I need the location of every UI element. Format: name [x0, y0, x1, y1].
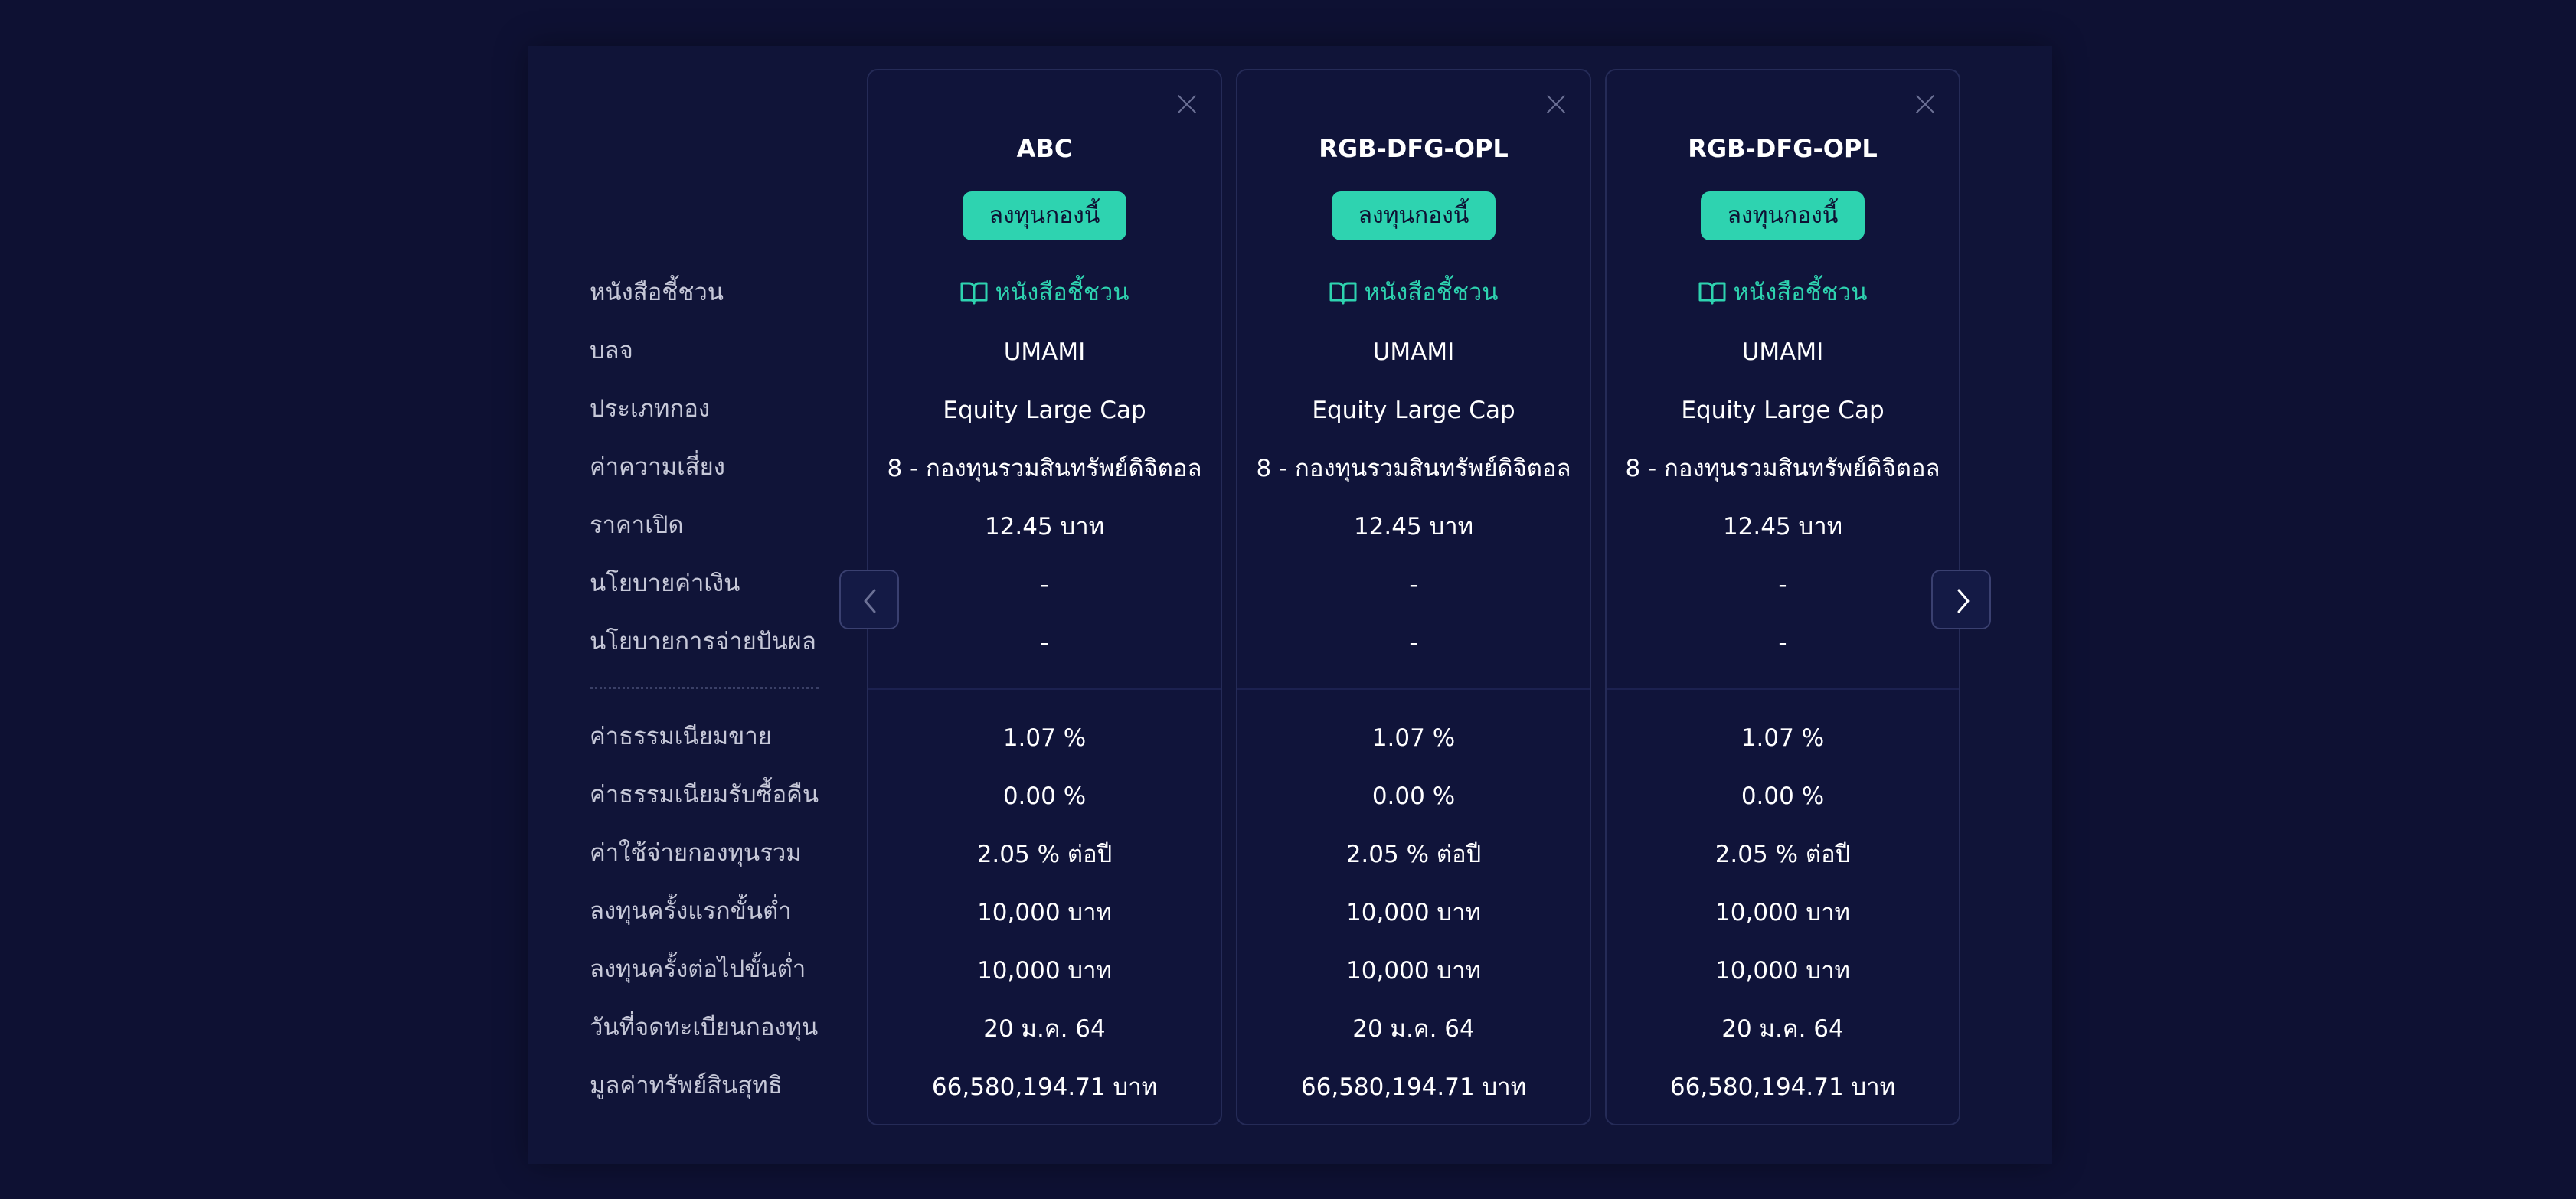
- chevron-right-icon: [1957, 589, 1970, 613]
- fund-column: ABC ลงทุนกองนี้ หนังสือชี้ชวน UMAMI Equi…: [867, 69, 1222, 1125]
- currency-policy-value: -: [1040, 571, 1049, 599]
- label-fund-type: ประเภทกอง: [590, 395, 710, 423]
- label-currency-policy: นโยบายค่าเงิน: [590, 570, 740, 597]
- book-open-icon: [1698, 282, 1725, 305]
- amc-value: UMAMI: [1003, 338, 1086, 366]
- close-icon[interactable]: [1545, 93, 1567, 115]
- fund-name: ABC: [1016, 134, 1073, 163]
- fund-column: RGB-DFG-OPL ลงทุนกองนี้ หนังสือชี้ชวน UM…: [1605, 69, 1960, 1125]
- registered-value: 20 ม.ค. 64: [983, 1015, 1106, 1043]
- label-min-next: ลงทุนครั้งต่อไปขั้นต่ำ: [590, 956, 806, 983]
- open-price-value: 12.45 บาท: [1353, 513, 1474, 541]
- risk-value: 8 - กองทุนรวมสินทรัพย์ดิจิตอล: [887, 455, 1202, 482]
- min-first-value: 10,000 บาท: [1346, 899, 1481, 926]
- column-separator: [1237, 688, 1590, 690]
- nav-value: 66,580,194.71 บาท: [931, 1073, 1158, 1101]
- open-price-value: 12.45 บาท: [1722, 513, 1843, 541]
- expense-value: 2.05 % ต่อปี: [1345, 841, 1482, 868]
- registered-value: 20 ม.ค. 64: [1721, 1015, 1844, 1043]
- dividend-policy-value: -: [1409, 629, 1418, 657]
- nav-value: 66,580,194.71 บาท: [1669, 1073, 1896, 1101]
- fund-name: RGB-DFG-OPL: [1319, 134, 1509, 163]
- section-divider: [590, 687, 819, 689]
- label-registered: วันที่จดทะเบียนกองทุน: [590, 1014, 819, 1041]
- min-next-value: 10,000 บาท: [1715, 957, 1850, 985]
- invest-button[interactable]: ลงทุนกองนี้: [963, 191, 1126, 240]
- back-fee-value: 0.00 %: [1741, 782, 1825, 810]
- label-expense: ค่าใช้จ่ายกองทุนรวม: [590, 839, 802, 867]
- label-nav: มูลค่าทรัพย์สินสุทธิ: [590, 1072, 783, 1099]
- prev-button[interactable]: [839, 570, 899, 629]
- fund-type-value: Equity Large Cap: [1681, 397, 1885, 424]
- prospectus-link[interactable]: หนังสือชี้ชวน: [1607, 277, 1959, 308]
- front-fee-value: 1.07 %: [1002, 724, 1087, 752]
- min-next-value: 10,000 บาท: [977, 957, 1112, 985]
- label-dividend-policy: นโยบายการจ่ายปันผล: [590, 628, 816, 655]
- amc-value: UMAMI: [1372, 338, 1455, 366]
- front-fee-value: 1.07 %: [1371, 724, 1456, 752]
- risk-value: 8 - กองทุนรวมสินทรัพย์ดิจิตอล: [1256, 455, 1571, 482]
- label-amc: บลจ: [590, 337, 633, 364]
- label-min-first: ลงทุนครั้งแรกขั้นต่ำ: [590, 897, 792, 925]
- invest-button[interactable]: ลงทุนกองนี้: [1701, 191, 1865, 240]
- back-fee-value: 0.00 %: [1002, 782, 1087, 810]
- min-next-value: 10,000 บาท: [1346, 957, 1481, 985]
- registered-value: 20 ม.ค. 64: [1352, 1015, 1475, 1043]
- fund-type-value: Equity Large Cap: [1312, 397, 1515, 424]
- close-icon[interactable]: [1914, 93, 1936, 115]
- prospectus-label: หนังสือชี้ชวน: [1364, 279, 1499, 306]
- column-separator: [1607, 688, 1959, 690]
- label-risk: ค่าความเสี่ยง: [590, 453, 725, 481]
- risk-value: 8 - กองทุนรวมสินทรัพย์ดิจิตอล: [1625, 455, 1940, 482]
- invest-button[interactable]: ลงทุนกองนี้: [1332, 191, 1496, 240]
- label-open-price: ราคาเปิด: [590, 511, 684, 539]
- chevron-left-icon: [864, 589, 876, 613]
- label-front-fee: ค่าธรรมเนียมขาย: [590, 723, 772, 750]
- fund-column: RGB-DFG-OPL ลงทุนกองนี้ หนังสือชี้ชวน UM…: [1236, 69, 1591, 1125]
- prospectus-label: หนังสือชี้ชวน: [995, 279, 1129, 306]
- next-button[interactable]: [1931, 570, 1991, 629]
- currency-policy-value: -: [1409, 571, 1418, 599]
- prospectus-label: หนังสือชี้ชวน: [1733, 279, 1868, 306]
- min-first-value: 10,000 บาท: [1715, 899, 1850, 926]
- amc-value: UMAMI: [1741, 338, 1824, 366]
- book-open-icon: [1329, 282, 1356, 305]
- book-open-icon: [960, 282, 987, 305]
- back-fee-value: 0.00 %: [1371, 782, 1456, 810]
- label-back-fee: ค่าธรรมเนียมรับซื้อคืน: [590, 781, 819, 809]
- prospectus-link[interactable]: หนังสือชี้ชวน: [868, 277, 1221, 308]
- expense-value: 2.05 % ต่อปี: [976, 841, 1113, 868]
- expense-value: 2.05 % ต่อปี: [1715, 841, 1851, 868]
- nav-value: 66,580,194.71 บาท: [1300, 1073, 1527, 1101]
- label-prospectus: หนังสือชี้ชวน: [590, 279, 724, 306]
- fund-type-value: Equity Large Cap: [943, 397, 1146, 424]
- open-price-value: 12.45 บาท: [984, 513, 1105, 541]
- column-separator: [868, 688, 1221, 690]
- dividend-policy-value: -: [1040, 629, 1049, 657]
- currency-policy-value: -: [1778, 571, 1787, 599]
- min-first-value: 10,000 บาท: [977, 899, 1112, 926]
- fund-name: RGB-DFG-OPL: [1688, 134, 1878, 163]
- dividend-policy-value: -: [1778, 629, 1787, 657]
- front-fee-value: 1.07 %: [1741, 724, 1825, 752]
- prospectus-link[interactable]: หนังสือชี้ชวน: [1237, 277, 1590, 308]
- close-icon[interactable]: [1176, 93, 1198, 115]
